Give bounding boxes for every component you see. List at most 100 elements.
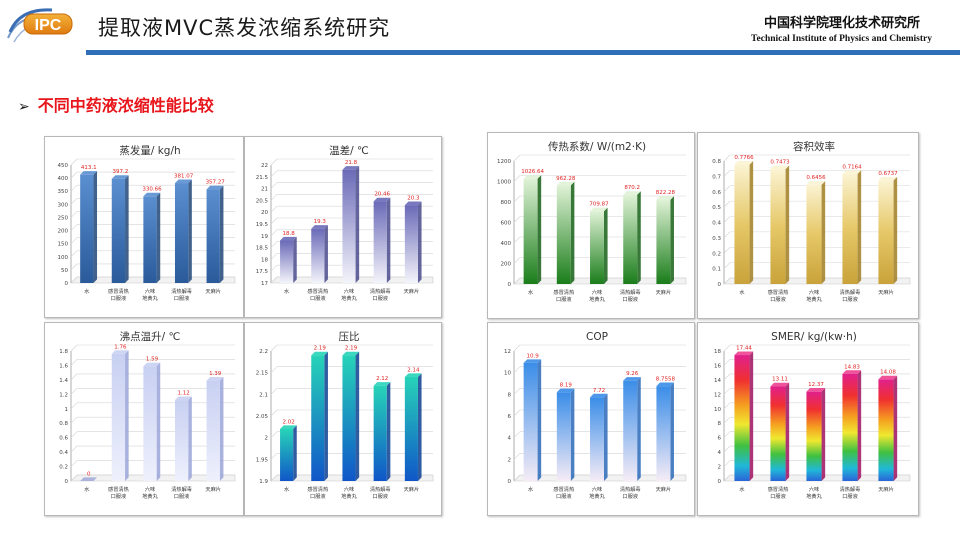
bar-front <box>143 366 157 481</box>
y-tick-label: 0 <box>508 282 512 288</box>
x-tick-label: 地黄丸 <box>341 294 357 302</box>
data-label: 9.26 <box>626 371 639 377</box>
bar-side <box>857 370 862 481</box>
gridline-diag <box>723 231 731 239</box>
y-tick-label: 17 <box>261 281 268 287</box>
bar-front <box>280 240 294 283</box>
y-tick-label: 0.2 <box>712 251 721 257</box>
gridline-diag <box>270 366 278 373</box>
bar <box>770 382 790 481</box>
data-label: 413.1 <box>81 165 97 171</box>
bar-side <box>857 170 862 284</box>
y-tick-label: 1200 <box>497 159 511 165</box>
x-tick-label: 天麻片 <box>878 288 894 296</box>
bar <box>342 166 360 283</box>
bar <box>342 351 360 481</box>
y-tick-label: 1.8 <box>59 349 68 355</box>
bar-side <box>603 207 608 284</box>
x-tick-label: 口服液 <box>174 492 190 500</box>
chart-panel-boiling-point-rise: 沸点温升/ ℃ 0 0.2 0.4 0.6 0.8 1 1.2 1.4 1.6 1.8 0 水 1.76 感… <box>44 322 244 516</box>
y-tick-label: 2 <box>508 457 512 463</box>
bar <box>280 425 297 481</box>
chart-title: 容积效率 <box>793 140 835 153</box>
y-tick-label: 19 <box>261 234 268 240</box>
bar-top <box>311 351 328 356</box>
bar-front <box>206 189 220 283</box>
y-tick-label: 1.6 <box>59 363 68 369</box>
data-label: 0.6456 <box>806 175 826 181</box>
bar-side <box>156 192 161 283</box>
bar-top <box>842 170 862 174</box>
bar-side <box>749 160 754 284</box>
bar-top <box>311 225 328 229</box>
x-tick-label: 水 <box>528 288 534 296</box>
x-tick-label: 水 <box>84 485 90 493</box>
bar-top <box>111 350 129 354</box>
x-tick-label: 口服液 <box>372 492 388 500</box>
y-tick-label: 2.2 <box>259 349 268 355</box>
x-tick-label: 口服液 <box>622 295 638 303</box>
gridline-diag <box>70 198 78 205</box>
y-tick-label: 1000 <box>497 180 511 186</box>
x-tick-label: 感冒清热 <box>553 485 575 493</box>
gridline-diag <box>270 276 278 284</box>
gridline-diag <box>270 158 278 166</box>
x-tick-label: 地黄丸 <box>142 294 158 302</box>
bar-top <box>342 351 360 356</box>
bar <box>143 192 161 283</box>
gridline-diag <box>513 409 521 417</box>
x-tick-label: 水 <box>284 287 290 295</box>
bar-top <box>623 191 641 195</box>
bar <box>373 382 391 481</box>
data-label: 397.2 <box>113 169 129 175</box>
bar-side <box>785 382 790 481</box>
y-tick-label: 0.8 <box>59 421 68 427</box>
bar-top <box>734 160 754 165</box>
x-tick-label: 口服液 <box>622 492 638 500</box>
x-tick-label: 口服液 <box>556 295 572 303</box>
bar-top <box>404 373 422 377</box>
x-tick-label: 口服液 <box>770 492 786 500</box>
gridline-diag <box>513 431 521 438</box>
bar-side <box>324 351 328 481</box>
y-tick-label: 400 <box>501 241 512 247</box>
y-tick-label: 20 <box>261 210 268 216</box>
gridline-diag <box>70 158 78 166</box>
bar-front <box>556 392 571 481</box>
bar-side <box>670 196 674 284</box>
x-tick-label: 清热解毒 <box>840 485 861 493</box>
gridline-diag <box>723 154 731 162</box>
bar-side <box>293 236 297 283</box>
x-tick-label: 水 <box>284 485 290 493</box>
chart-temperature-difference: 温差/ ℃ 17 17.5 18 18.5 19 19.5 20 20.5 21 21.5 22 18.… <box>256 144 434 302</box>
bar-side <box>188 179 192 283</box>
x-tick-label: 感冒清热 <box>108 485 130 493</box>
gridline-diag <box>723 417 731 424</box>
data-label: 1.76 <box>114 344 127 350</box>
bar-front <box>404 377 418 481</box>
data-label: 2.19 <box>314 346 327 352</box>
data-label: 1.59 <box>146 357 159 363</box>
bar-front <box>842 373 858 481</box>
bar-top <box>656 196 674 200</box>
x-tick-label: 感冒清热 <box>553 288 575 296</box>
bar <box>373 197 391 283</box>
bar-front <box>111 353 126 481</box>
data-label: 0.7766 <box>734 155 754 161</box>
bar-side <box>637 377 641 481</box>
data-label: 10.9 <box>526 353 539 359</box>
bar <box>806 388 826 481</box>
x-tick-label: 感冒清热 <box>307 287 329 295</box>
bar-front <box>878 379 894 481</box>
chart-smer: SMER/ kg/(kw·h) 0 2 4 6 8 10 12 14 16 18 17.44 水 13.1… <box>714 331 911 500</box>
data-label: 13.11 <box>772 377 788 383</box>
y-tick-label: 18 <box>261 257 268 263</box>
gridline-diag <box>70 250 78 257</box>
y-tick-label: 2 <box>265 436 269 442</box>
gridline-diag <box>270 431 278 438</box>
gridline-diag <box>270 194 278 201</box>
x-tick-label: 六味 <box>145 485 155 493</box>
gridline-diag <box>513 366 521 373</box>
y-tick-label: 8 <box>508 392 512 398</box>
gridline-diag <box>270 344 278 352</box>
